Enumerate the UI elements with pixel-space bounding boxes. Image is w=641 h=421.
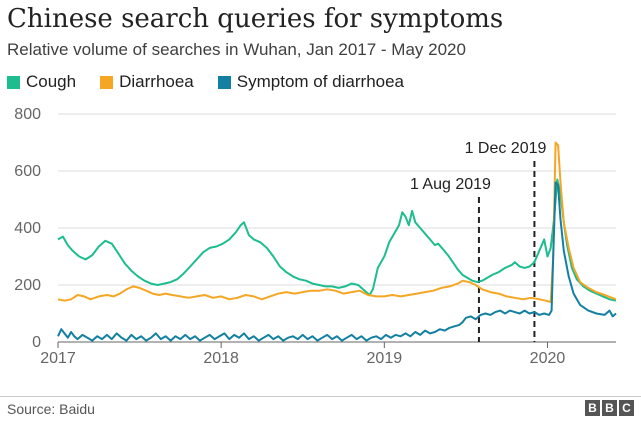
x-tick-label: 2020 xyxy=(530,350,566,367)
chart-legend: Cough Diarrhoea Symptom of diarrhoea xyxy=(7,72,404,92)
y-tick-label: 200 xyxy=(14,277,41,294)
legend-item-symptom-of-diarrhoea: Symptom of diarrhoea xyxy=(217,72,405,92)
legend-label-cough: Cough xyxy=(26,72,77,91)
series-lines xyxy=(57,141,617,342)
bbc-logo-letter: B xyxy=(585,400,600,416)
legend-label-diarrhoea: Diarrhoea xyxy=(119,72,194,91)
legend-label-symptom-of-diarrhoea: Symptom of diarrhoea xyxy=(236,72,405,91)
bbc-logo-letter: C xyxy=(619,400,634,416)
annotation-label: 1 Dec 2019 xyxy=(465,140,547,157)
bbc-logo: B B C xyxy=(585,400,634,416)
legend-swatch-symptom-of-diarrhoea xyxy=(217,75,231,89)
legend-swatch-diarrhoea xyxy=(100,75,114,89)
axes: 0 200 400 600 800 2017 2018 2019 2020 xyxy=(14,106,565,367)
bbc-logo-letter: B xyxy=(602,400,617,416)
chart-subtitle: Relative volume of searches in Wuhan, Ja… xyxy=(7,40,466,59)
legend-swatch-cough xyxy=(7,75,20,89)
grid-lines xyxy=(58,113,616,343)
series-line-symptom-of-diarrhoea xyxy=(57,181,617,342)
legend-item-diarrhoea: Diarrhoea xyxy=(100,72,194,92)
source-note: Source: Baidu xyxy=(7,401,95,417)
x-tick-label: 2019 xyxy=(367,350,403,367)
chart-title: Chinese search queries for symptoms xyxy=(7,4,504,34)
annotation-label: 1 Aug 2019 xyxy=(410,176,491,193)
series-line-cough xyxy=(57,178,617,302)
y-tick-label: 400 xyxy=(14,220,41,237)
y-tick-label: 0 xyxy=(32,334,41,351)
y-tick-label: 800 xyxy=(14,106,41,123)
x-tick-label: 2017 xyxy=(40,350,76,367)
line-chart: 1 Aug 2019 1 Dec 2019 0 200 400 600 800 2017 20… xyxy=(14,106,617,367)
series-line-diarrhoea xyxy=(57,141,617,304)
x-tick-label: 2018 xyxy=(203,350,239,367)
footer-divider xyxy=(0,396,641,397)
y-tick-label: 600 xyxy=(14,163,41,180)
legend-item-cough: Cough xyxy=(7,72,76,92)
